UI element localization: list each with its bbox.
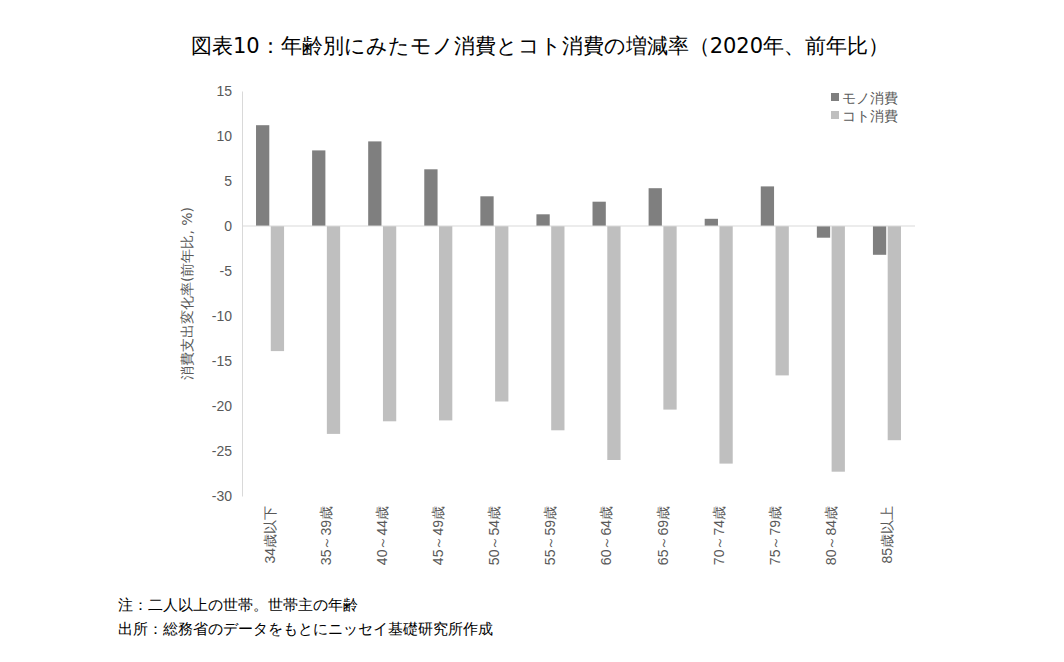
bars <box>256 125 901 472</box>
bar <box>368 141 381 226</box>
bar <box>424 169 437 226</box>
bar <box>593 202 606 226</box>
x-tick-label: 80～84歳 <box>823 506 839 565</box>
bar <box>439 226 452 420</box>
bar <box>256 125 269 226</box>
x-tick-label: 50～54歳 <box>486 506 502 565</box>
bar <box>649 188 662 226</box>
y-axis-title: 消費支出変化率(前年比, %) <box>179 207 195 380</box>
bar <box>761 186 774 226</box>
x-tick: 65～69歳 <box>655 506 671 565</box>
bar <box>705 219 718 226</box>
x-tick: 80～84歳 <box>823 506 839 565</box>
y-tick-label: -5 <box>220 263 233 279</box>
legend-swatch <box>831 93 839 101</box>
bar <box>776 226 789 375</box>
y-tick-label: 15 <box>216 83 232 99</box>
zero-line <box>242 226 915 227</box>
y-tick-label: -25 <box>212 443 232 459</box>
bar <box>607 226 620 460</box>
y-tick-label: 10 <box>216 128 232 144</box>
bar <box>817 226 830 238</box>
title: 図表10：年齢別にみたモノ消費とコト消費の増減率（2020年、前年比） <box>191 34 889 58</box>
y-tick-label: 5 <box>224 173 232 189</box>
y-axis-line <box>242 92 243 497</box>
bar <box>551 226 564 430</box>
y-tick: -15 <box>212 353 242 369</box>
bar <box>888 226 901 440</box>
bar <box>873 226 886 255</box>
x-tick: 60～64歳 <box>598 506 614 565</box>
x-tick-label: 60～64歳 <box>598 506 614 565</box>
bar <box>536 214 549 226</box>
y-tick-label: 0 <box>224 218 232 234</box>
note: 出所：総務省のデータをもとにニッセイ基礎研究所作成 <box>118 620 493 638</box>
bar <box>832 226 845 472</box>
x-tick: 55～59歳 <box>542 506 558 565</box>
y-tick-label: -10 <box>212 308 232 324</box>
x-tick-label: 34歳以下 <box>262 506 278 564</box>
x-tick: 70～74歳 <box>711 506 727 565</box>
y-tick: -30 <box>212 488 242 504</box>
bar <box>480 196 493 226</box>
y-axis: -30 -25 -20 -15 -10 -5 0 5 10 15 <box>212 83 243 504</box>
y-tick: -20 <box>212 398 242 414</box>
x-tick: 75～79歳 <box>767 506 783 565</box>
bar <box>327 226 340 434</box>
bar <box>383 226 396 421</box>
x-tick-label: 40～44歳 <box>374 506 390 565</box>
x-tick: 50～54歳 <box>486 506 502 565</box>
x-tick-label: 75～79歳 <box>767 506 783 565</box>
x-tick: 40～44歳 <box>374 506 390 565</box>
y-tick: -10 <box>212 308 242 324</box>
x-axis: 34歳以下 35～39歳 40～44歳 45～49歳 50～54歳 55～59歳 60～64… <box>262 506 895 565</box>
x-tick-label: 45～49歳 <box>430 506 446 565</box>
y-tick: -5 <box>220 263 242 279</box>
chart: 図表10：年齢別にみたモノ消費とコト消費の増減率（2020年、前年比） -30 -2… <box>0 0 1064 662</box>
x-tick: 34歳以下 <box>262 506 278 564</box>
x-tick: 45～49歳 <box>430 506 446 565</box>
y-tick-label: -20 <box>212 398 232 414</box>
legend-swatch <box>831 111 839 119</box>
bar <box>312 150 325 226</box>
note: 注：二人以上の世帯。世帯主の年齢 <box>118 596 358 614</box>
y-tick-label: -15 <box>212 353 232 369</box>
x-tick: 85歳以上 <box>879 506 895 564</box>
x-tick: 35～39歳 <box>318 506 334 565</box>
x-tick-label: 35～39歳 <box>318 506 334 565</box>
legend-label: コト消費 <box>842 108 898 124</box>
x-tick-label: 65～69歳 <box>655 506 671 565</box>
y-tick: 0 <box>224 218 242 234</box>
x-tick-label: 55～59歳 <box>542 506 558 565</box>
bar <box>663 226 676 410</box>
bar <box>271 226 284 351</box>
x-tick-label: 70～74歳 <box>711 506 727 565</box>
y-tick: 15 <box>216 83 242 99</box>
x-tick-label: 85歳以上 <box>879 506 895 564</box>
legend-label: モノ消費 <box>842 90 898 106</box>
bar <box>495 226 508 402</box>
y-tick: 5 <box>224 173 242 189</box>
y-tick: 10 <box>216 128 242 144</box>
y-tick-label: -30 <box>212 488 232 504</box>
legend: モノ消費コト消費 <box>831 90 898 124</box>
bar <box>719 226 732 464</box>
y-tick: -25 <box>212 443 242 459</box>
